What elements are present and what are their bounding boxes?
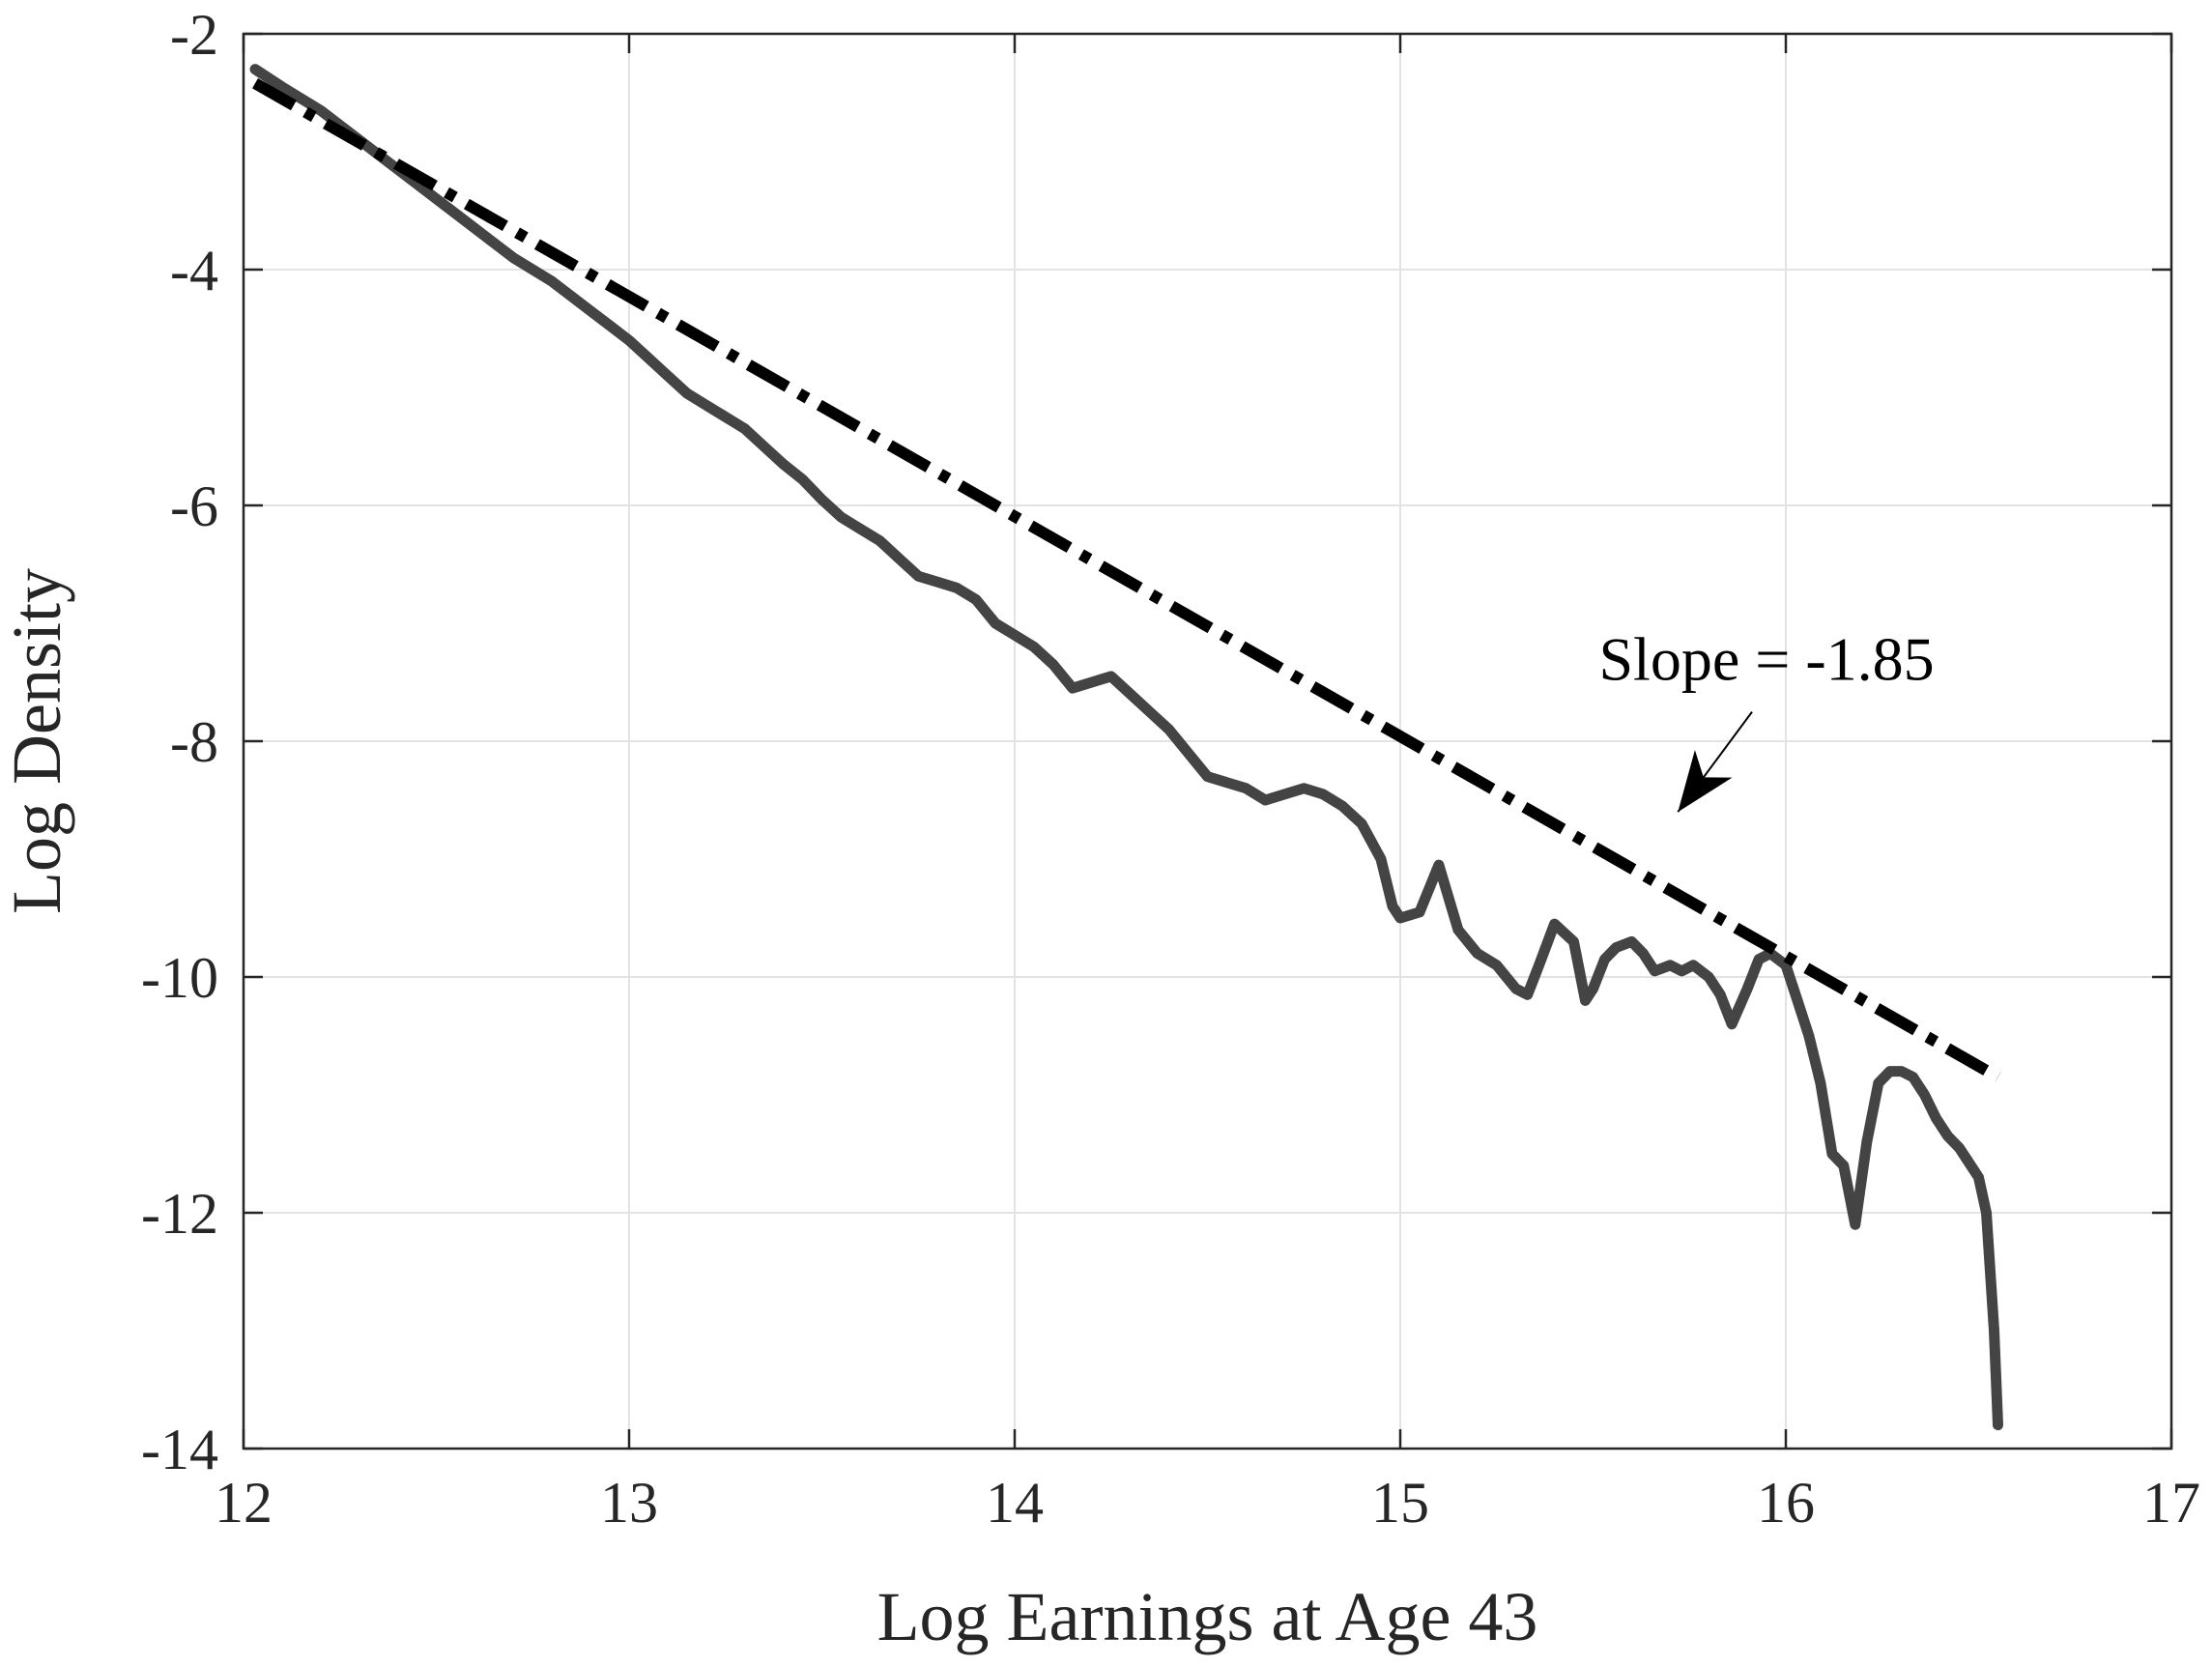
y-tick-label: -12 bbox=[141, 1182, 218, 1246]
x-tick-label: 13 bbox=[600, 1471, 658, 1535]
fit-line-series bbox=[252, 77, 2001, 1082]
series-layer bbox=[249, 64, 2003, 1431]
y-axis-label: Log Density bbox=[0, 568, 75, 914]
y-tick-label: -2 bbox=[170, 3, 218, 67]
x-tick-label: 17 bbox=[2142, 1471, 2200, 1535]
log-density-series bbox=[249, 64, 2003, 1431]
axis-ticks: 12 13 14 15 16 17 -2 -4 -6 -8 -10 -12 -14 bbox=[141, 3, 2200, 1535]
annotation-arrow-head bbox=[1678, 750, 1733, 813]
y-tick-label: -10 bbox=[141, 946, 218, 1010]
y-tick-label: -14 bbox=[141, 1418, 218, 1481]
y-tick-label: -4 bbox=[170, 239, 218, 302]
x-tick-label: 15 bbox=[1371, 1471, 1429, 1535]
x-axis-label: Log Earnings at Age 43 bbox=[877, 1578, 1538, 1655]
annotation-layer: Slope = -1.85 bbox=[1598, 625, 1935, 813]
x-tick-label: 16 bbox=[1757, 1471, 1815, 1535]
x-tick-label: 14 bbox=[986, 1471, 1044, 1535]
y-tick-label: -8 bbox=[170, 710, 218, 774]
x-tick-label: 12 bbox=[215, 1471, 273, 1535]
y-tick-label: -6 bbox=[170, 474, 218, 538]
slope-annotation-text: Slope = -1.85 bbox=[1598, 625, 1934, 694]
grid-lines bbox=[243, 33, 2172, 1450]
